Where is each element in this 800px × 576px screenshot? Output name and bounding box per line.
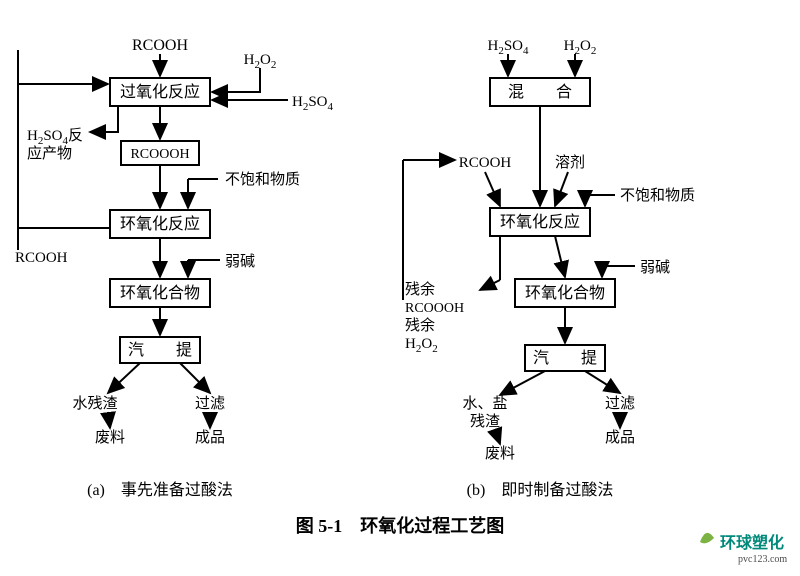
label-water-res: 水残渣 xyxy=(72,395,117,412)
label-h2so4-left: H2SO4 xyxy=(292,94,334,113)
node-rcoooh: RCOOOH xyxy=(130,147,189,162)
label-h2o2-top: H2O2 xyxy=(564,38,597,57)
label-waste-left: 废料 xyxy=(95,429,125,446)
label-watersalt2: 残渣 xyxy=(470,413,500,430)
label-rcooh-top: RCOOH xyxy=(132,37,188,54)
flowchart-right: 混 合 环氧化反应 环氧化合物 汽 提 H2SO4 H2O2 RCOOH 溶剂 … xyxy=(403,38,695,462)
subcaption-b: (b) 即时制备过酸法 xyxy=(467,481,614,499)
node-mix: 混 合 xyxy=(508,83,572,101)
label-residual4: H2O2 xyxy=(405,336,438,355)
label-product-right: 成品 xyxy=(605,429,635,446)
node-epoxide-right: 环氧化合物 xyxy=(525,284,605,302)
label-h2so4-product: H2SO4反 xyxy=(27,127,83,147)
figure-svg: 过氧化反应 RCOOOH 环氧化反应 环氧化合物 汽 提 RCOOH H2O2 … xyxy=(0,0,800,576)
node-epoxidation-left: 环氧化反应 xyxy=(120,214,200,233)
label-solvent: 溶剂 xyxy=(555,154,585,171)
label-residual2: RCOOOH xyxy=(405,301,464,316)
figure-caption: 图 5-1 环氧化过程工艺图 xyxy=(296,515,505,536)
label-product-left: 成品 xyxy=(195,429,225,446)
label-h2so4-product2: 应产物 xyxy=(27,144,72,162)
svg-text:环球塑化: 环球塑化 xyxy=(720,533,784,552)
flowchart-left: 过氧化反应 RCOOOH 环氧化反应 环氧化合物 汽 提 RCOOH H2O2 … xyxy=(15,37,334,446)
node-strip-left: 汽 提 xyxy=(128,341,192,359)
svg-text:pvc123.com: pvc123.com xyxy=(738,554,787,565)
label-residual1: 残余 xyxy=(405,280,435,298)
label-weakbase-left: 弱碱 xyxy=(225,253,255,270)
label-filter-left: 过滤 xyxy=(195,395,225,412)
label-rcooh-right: RCOOH xyxy=(459,155,512,171)
label-watersalt1: 水、盐 xyxy=(462,395,507,412)
node-epoxide-left: 环氧化合物 xyxy=(120,284,200,302)
label-rcooh-recycle: RCOOH xyxy=(15,250,68,266)
label-waste-right: 废料 xyxy=(485,445,515,462)
node-epoxidation-right: 环氧化反应 xyxy=(500,212,580,231)
label-unsat-left: 不饱和物质 xyxy=(225,171,300,188)
label-weakbase-right: 弱碱 xyxy=(640,259,670,276)
watermark: 环球塑化 pvc123.com xyxy=(700,533,787,565)
label-filter-right: 过滤 xyxy=(605,395,635,412)
subcaption-a: (a) 事先准备过酸法 xyxy=(87,481,233,499)
node-strip-right: 汽 提 xyxy=(533,349,597,367)
label-unsat-right: 不饱和物质 xyxy=(620,187,695,204)
label-residual3: 残余 xyxy=(405,316,435,334)
node-peroxidation: 过氧化反应 xyxy=(120,82,200,101)
